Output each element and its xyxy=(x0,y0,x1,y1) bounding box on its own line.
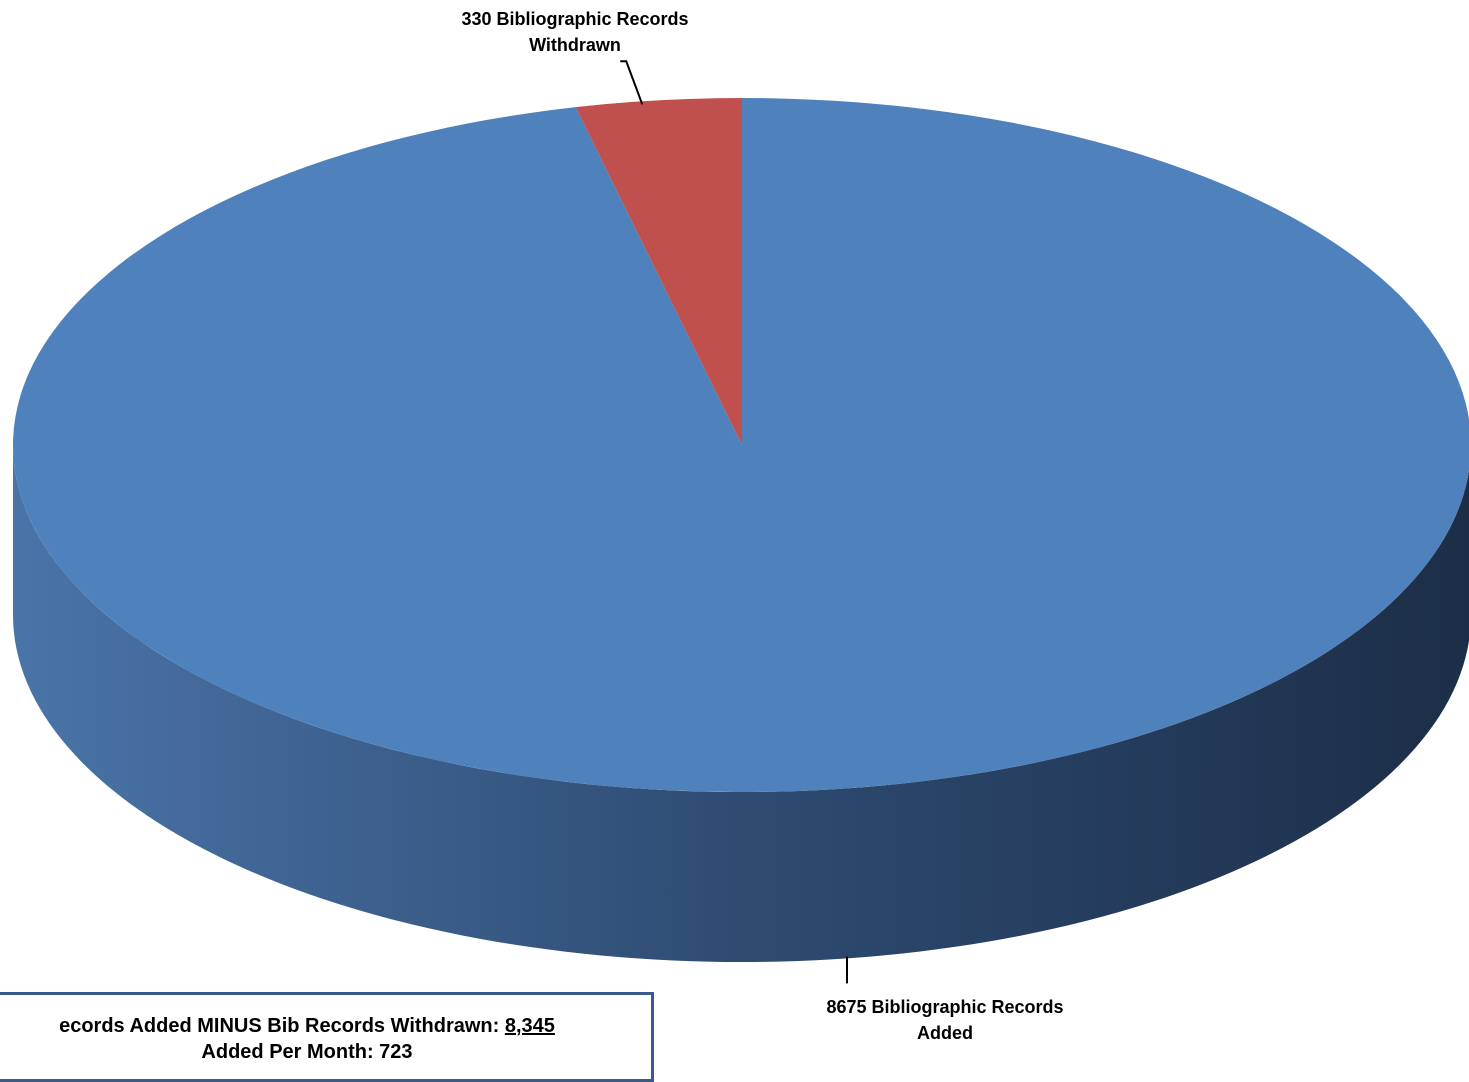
data-label-added-line2: Added xyxy=(917,1023,973,1043)
summary-box: ecords Added MINUS Bib Records Withdrawn… xyxy=(0,992,654,1082)
leader-line-withdrawn xyxy=(620,60,644,105)
pie-chart xyxy=(13,60,1469,984)
data-label-withdrawn-line2: Withdrawn xyxy=(529,35,621,55)
data-label-added: 8675 Bibliographic Records Added xyxy=(740,994,1150,1046)
summary-net-value: 8,345 xyxy=(504,1015,555,1037)
pie-side-wall xyxy=(13,445,1469,962)
data-label-added-line1: 8675 Bibliographic Records xyxy=(826,997,1064,1017)
slice-bibliographic-records-withdrawn xyxy=(575,98,742,445)
data-label-withdrawn-line1: 330 Bibliographic Records xyxy=(461,9,689,29)
slice-bibliographic-records-added xyxy=(13,98,1469,792)
summary-line-net-records: ecords Added MINUS Bib Records Withdrawn… xyxy=(0,1015,651,1038)
summary-line-per-month: Added Per Month: 723 xyxy=(201,1041,413,1063)
data-label-withdrawn: 330 Bibliographic Records Withdrawn xyxy=(370,6,780,58)
summary-line1-text: ecords Added MINUS Bib Records Withdrawn… xyxy=(59,1015,505,1037)
